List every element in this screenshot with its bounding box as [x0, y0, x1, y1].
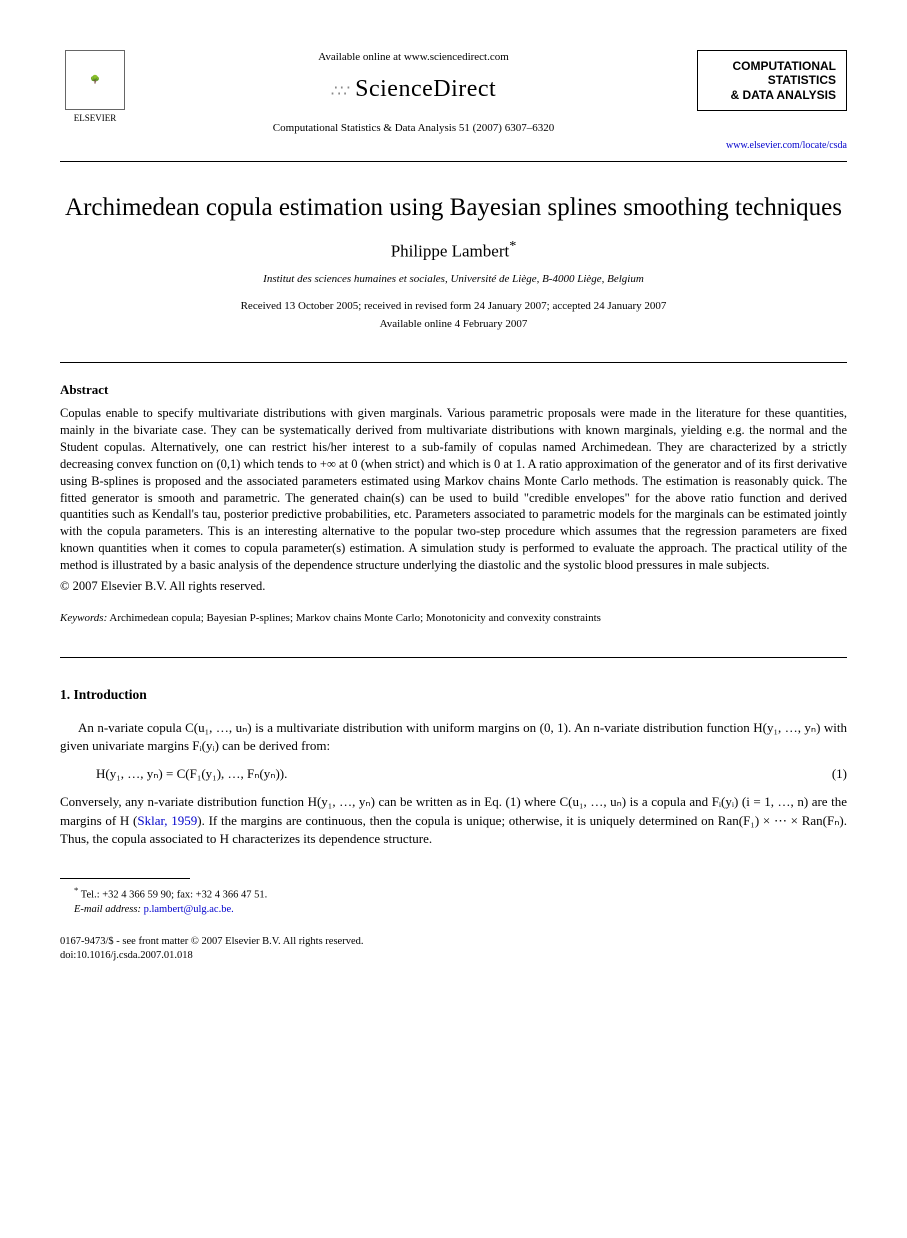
sciencedirect-text: ScienceDirect — [355, 76, 496, 102]
citation-sklar-1959[interactable]: Sklar, 1959 — [137, 813, 197, 828]
journal-url-link[interactable]: www.elsevier.com/locate/csda — [697, 139, 847, 153]
intro-paragraph-1: An n-variate copula C(u₁, …, uₙ) is a mu… — [60, 719, 847, 755]
publisher-label: ELSEVIER — [74, 112, 117, 125]
equation-1-body: H(y₁, …, yₙ) = C(F₁(y₁), …, Fₙ(yₙ)). — [96, 765, 287, 783]
intro-paragraph-2: Conversely, any n-variate distribution f… — [60, 793, 847, 848]
abstract-copyright: © 2007 Elsevier B.V. All rights reserved… — [60, 578, 847, 596]
available-online-text: Available online at www.sciencedirect.co… — [140, 50, 687, 65]
author-name: Philippe Lambert* — [60, 237, 847, 263]
header-center: Available online at www.sciencedirect.co… — [130, 50, 697, 136]
abstract-bottom-rule — [60, 657, 847, 658]
abstract-body: Copulas enable to specify multivariate d… — [60, 405, 847, 574]
keywords-label: Keywords: — [60, 612, 107, 624]
footnote-contact: * Tel.: +32 4 366 59 90; fax: +32 4 366 … — [60, 885, 847, 903]
publisher-logo: 🌳 ELSEVIER — [60, 50, 130, 130]
header-right: COMPUTATIONAL STATISTICS & DATA ANALYSIS… — [697, 50, 847, 153]
journal-box-line1: COMPUTATIONAL — [708, 59, 836, 73]
sciencedirect-brand: ∴∵ ScienceDirect — [140, 73, 687, 107]
equation-1: H(y₁, …, yₙ) = C(F₁(y₁), …, Fₙ(yₙ)). (1) — [96, 765, 847, 783]
keywords-text: Archimedean copula; Bayesian P-splines; … — [107, 612, 601, 624]
article-title: Archimedean copula estimation using Baye… — [60, 192, 847, 223]
page-header: 🌳 ELSEVIER Available online at www.scien… — [60, 50, 847, 153]
article-dates-line1: Received 13 October 2005; received in re… — [60, 299, 847, 314]
sciencedirect-dots-icon: ∴∵ — [331, 81, 349, 103]
section-1-heading: 1. Introduction — [60, 686, 847, 705]
keywords-line: Keywords: Archimedean copula; Bayesian P… — [60, 611, 847, 626]
footer-doi: doi:10.1016/j.csda.2007.01.018 — [60, 949, 847, 963]
abstract-heading: Abstract — [60, 381, 847, 399]
journal-reference: Computational Statistics & Data Analysis… — [140, 121, 687, 136]
journal-box-line2: STATISTICS — [708, 73, 836, 87]
footnote-email-label: E-mail address: — [74, 904, 141, 915]
article-dates-line2: Available online 4 February 2007 — [60, 317, 847, 332]
elsevier-tree-icon: 🌳 — [65, 50, 125, 110]
author-marker: * — [509, 238, 516, 254]
author-affiliation: Institut des sciences humaines et social… — [60, 272, 847, 287]
author-text: Philippe Lambert — [391, 242, 510, 261]
equation-1-number: (1) — [832, 765, 847, 783]
page-footer: 0167-9473/$ - see front matter © 2007 El… — [60, 935, 847, 963]
footnote-email: E-mail address: p.lambert@ulg.ac.be. — [60, 903, 847, 917]
abstract-top-rule — [60, 362, 847, 363]
header-rule — [60, 161, 847, 162]
journal-box-line3: & DATA ANALYSIS — [708, 88, 836, 102]
footnote-rule — [60, 878, 190, 879]
footnote-email-link[interactable]: p.lambert@ulg.ac.be. — [141, 904, 234, 915]
journal-title-box: COMPUTATIONAL STATISTICS & DATA ANALYSIS — [697, 50, 847, 111]
footnote-contact-text: Tel.: +32 4 366 59 90; fax: +32 4 366 47… — [78, 889, 267, 900]
footer-front-matter: 0167-9473/$ - see front matter © 2007 El… — [60, 935, 847, 949]
